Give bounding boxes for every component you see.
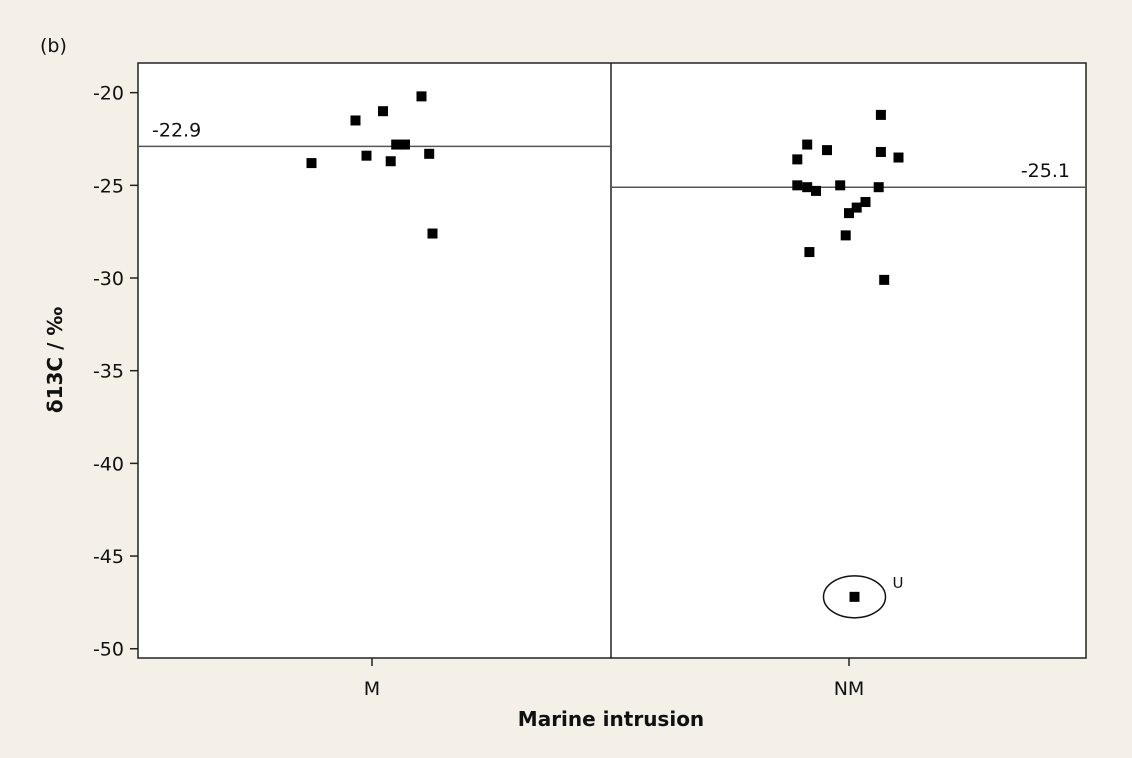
- y-tick-label: -20: [93, 83, 124, 105]
- data-point: [306, 158, 317, 169]
- panel-label: (b): [40, 35, 67, 57]
- outlier-point: [849, 591, 860, 602]
- mean-lines: -22.9 -25.1: [138, 119, 1086, 188]
- data-point: [427, 228, 438, 239]
- data-point: [893, 152, 904, 163]
- data-point: [860, 197, 871, 208]
- y-tick-label: -50: [93, 639, 124, 661]
- x-tick-label: M: [364, 678, 380, 700]
- data-point: [875, 109, 886, 120]
- y-axis-title: δ13C / ‰: [43, 307, 67, 413]
- data-point: [792, 180, 803, 191]
- data-point: [822, 145, 832, 156]
- data-point: [424, 148, 435, 159]
- data-point: [400, 139, 410, 150]
- data-point: [835, 180, 846, 191]
- y-tick-label: -30: [93, 268, 124, 290]
- y-tick-label: -25: [93, 175, 124, 197]
- data-point: [804, 247, 815, 258]
- data-point: [811, 185, 821, 196]
- outlier-label: U: [893, 574, 904, 592]
- y-tick-label: -40: [93, 453, 124, 475]
- x-axis-title: Marine intrusion: [518, 707, 704, 731]
- mean-label: -22.9: [152, 119, 201, 141]
- data-point: [840, 230, 851, 241]
- plot-area: [137, 62, 1087, 659]
- data-point: [416, 91, 427, 102]
- x-axis: M NM: [364, 658, 865, 700]
- y-tick-label: -35: [93, 361, 124, 383]
- data-point: [802, 139, 813, 150]
- data-point: [851, 202, 862, 213]
- x-tick-label: NM: [834, 678, 865, 700]
- data-point: [391, 139, 402, 150]
- data-points: U: [306, 91, 904, 619]
- data-point: [879, 274, 890, 285]
- data-point: [802, 182, 813, 193]
- data-point: [875, 146, 886, 157]
- data-point: [361, 150, 372, 161]
- data-point: [385, 156, 396, 167]
- data-point: [844, 208, 854, 219]
- y-tick-label: -45: [93, 546, 124, 568]
- data-point: [350, 115, 361, 126]
- y-axis: -20 -25 -30 -35 -40 -45 -50: [93, 83, 138, 661]
- outlier-circle: [822, 575, 887, 619]
- data-point: [873, 182, 884, 193]
- mean-label: -25.1: [1021, 160, 1070, 182]
- data-point: [378, 106, 388, 117]
- plot-frame: [137, 62, 1087, 659]
- data-point: [792, 154, 803, 165]
